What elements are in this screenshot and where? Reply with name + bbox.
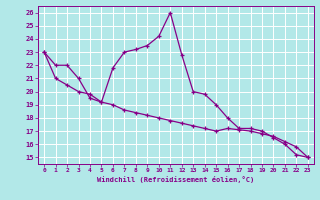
X-axis label: Windchill (Refroidissement éolien,°C): Windchill (Refroidissement éolien,°C) bbox=[97, 176, 255, 183]
